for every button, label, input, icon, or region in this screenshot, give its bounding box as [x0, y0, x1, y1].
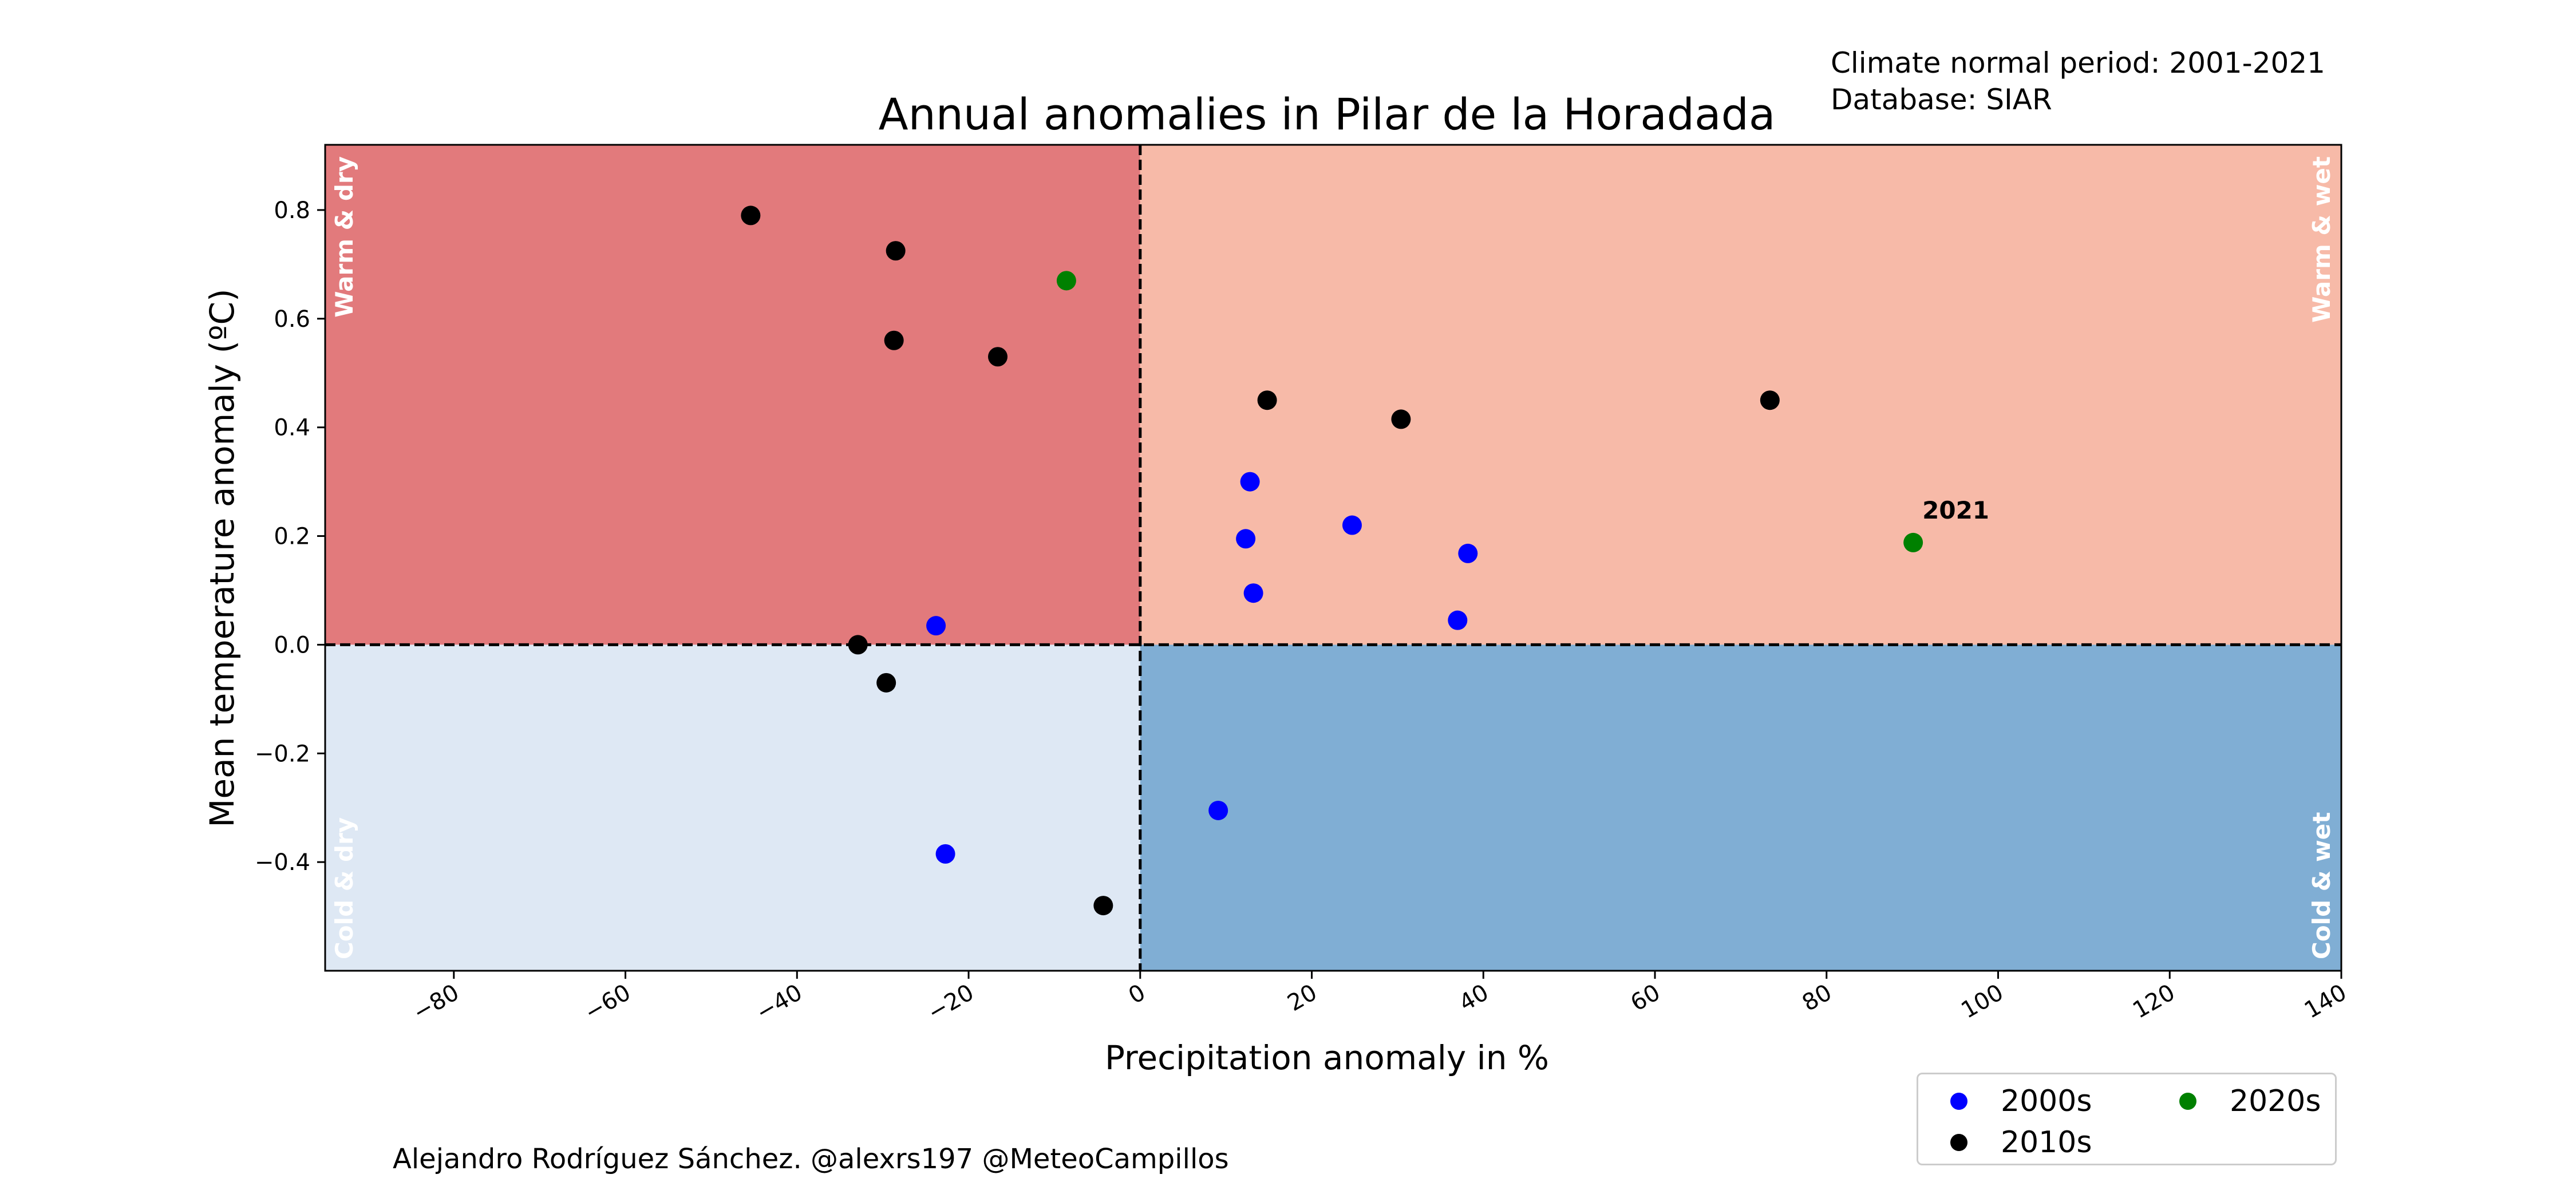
quadrant-cold-wet — [1140, 645, 2342, 971]
legend-marker-2000s — [1950, 1093, 1967, 1110]
x-tick-label: 0 — [1124, 979, 1150, 1010]
data-point-2020s — [1056, 271, 1076, 291]
y-tick-label: −0.4 — [255, 849, 310, 876]
legend: 2000s 2010s 2020s — [1917, 1073, 2337, 1165]
data-point-2010s — [884, 330, 904, 350]
quadrant-labels: Warm & dry Warm & wet Cold & dry Cold & wet — [330, 156, 2336, 959]
data-point-2010s — [741, 205, 761, 226]
quadrant-backgrounds — [325, 145, 2342, 971]
y-tick-label: 0.2 — [274, 524, 310, 550]
author-credit: Alejandro Rodríguez Sánchez. @alexrs197 … — [393, 1143, 1229, 1175]
y-axis-label: Mean temperature anomaly (ºC) — [203, 288, 242, 827]
x-tick-label: 80 — [1798, 979, 1836, 1017]
data-point-2000s — [1458, 543, 1478, 563]
x-tick-label: 100 — [1957, 979, 2008, 1024]
x-axis-label: Precipitation anomaly in % — [1105, 1038, 1549, 1077]
quadrant-cold-dry — [325, 645, 1140, 971]
quadrant-label-cold-wet: Cold & wet — [2308, 812, 2336, 959]
y-tick-label: 0.6 — [274, 306, 310, 333]
legend-label-2000s: 2000s — [2001, 1084, 2092, 1118]
data-point-2000s — [1236, 529, 1256, 549]
legend-marker-2010s — [1950, 1134, 1967, 1151]
legend-item-2000s: 2000s — [1950, 1084, 2092, 1119]
x-tick-label: 40 — [1455, 979, 1493, 1017]
legend-marker-2020s — [2179, 1093, 2196, 1110]
normal-period-note: Climate normal period: 2001-2021 — [1831, 46, 2325, 80]
quadrant-label-warm-wet: Warm & wet — [2308, 156, 2336, 323]
quadrant-warm-dry — [325, 145, 1140, 645]
y-tick-label: 0.0 — [274, 632, 310, 658]
data-point-2010s — [1760, 390, 1780, 410]
legend-label-2020s: 2020s — [2230, 1084, 2321, 1118]
data-point-2000s — [926, 616, 946, 636]
legend-item-2010s: 2010s — [1950, 1125, 2092, 1160]
data-point-2010s — [1257, 390, 1277, 410]
database-note: Database: SIAR — [1831, 83, 2052, 116]
data-point-2010s — [886, 241, 906, 261]
x-tick-label: −20 — [923, 979, 978, 1026]
y-tick-label: 0.8 — [274, 197, 310, 224]
data-point-2010s — [1093, 896, 1113, 916]
data-point-2000s — [935, 844, 955, 864]
legend-item-2020s: 2020s — [2179, 1084, 2321, 1119]
x-tick-label: −40 — [752, 979, 807, 1026]
quadrant-label-cold-dry: Cold & dry — [330, 817, 358, 959]
y-tick-label: −0.2 — [255, 741, 310, 767]
data-point-2000s — [1342, 515, 1362, 535]
y-tick-label: 0.4 — [274, 415, 310, 441]
x-tick-label: −60 — [580, 979, 635, 1026]
data-point-2010s — [876, 673, 896, 693]
legend-label-2010s: 2010s — [2001, 1125, 2092, 1160]
x-tick-label: −80 — [409, 979, 464, 1026]
data-points: 2021 — [741, 205, 1989, 916]
plot-frame — [324, 144, 2342, 972]
data-point-2000s — [1243, 583, 1263, 603]
x-tick-label: 140 — [2300, 979, 2351, 1024]
data-point-2000s — [1448, 610, 1468, 630]
data-point-2010s — [987, 347, 1008, 367]
quadrant-label-warm-dry: Warm & dry — [330, 156, 358, 318]
data-point-2010s — [848, 635, 868, 655]
y-axis-ticks: −0.4 −0.2 0.0 0.2 0.4 0.6 0.8 — [255, 197, 325, 876]
data-point-label: 2021 — [1922, 496, 1989, 524]
data-point-2010s — [1391, 409, 1411, 429]
x-tick-label: 20 — [1283, 979, 1321, 1017]
chart-title: Annual anomalies in Pilar de la Horadada — [879, 89, 1776, 140]
x-tick-label: 60 — [1626, 979, 1665, 1017]
x-tick-label: 120 — [2128, 979, 2179, 1024]
x-axis-ticks: −80 −60 −40 −20 0 20 40 60 80 100 120 140 — [409, 971, 2351, 1026]
data-point-2000s — [1208, 800, 1228, 820]
reference-lines — [325, 145, 2341, 971]
quadrant-warm-wet — [1140, 145, 2342, 645]
data-point-2020s — [1903, 532, 1923, 552]
data-point-2000s — [1240, 472, 1260, 492]
